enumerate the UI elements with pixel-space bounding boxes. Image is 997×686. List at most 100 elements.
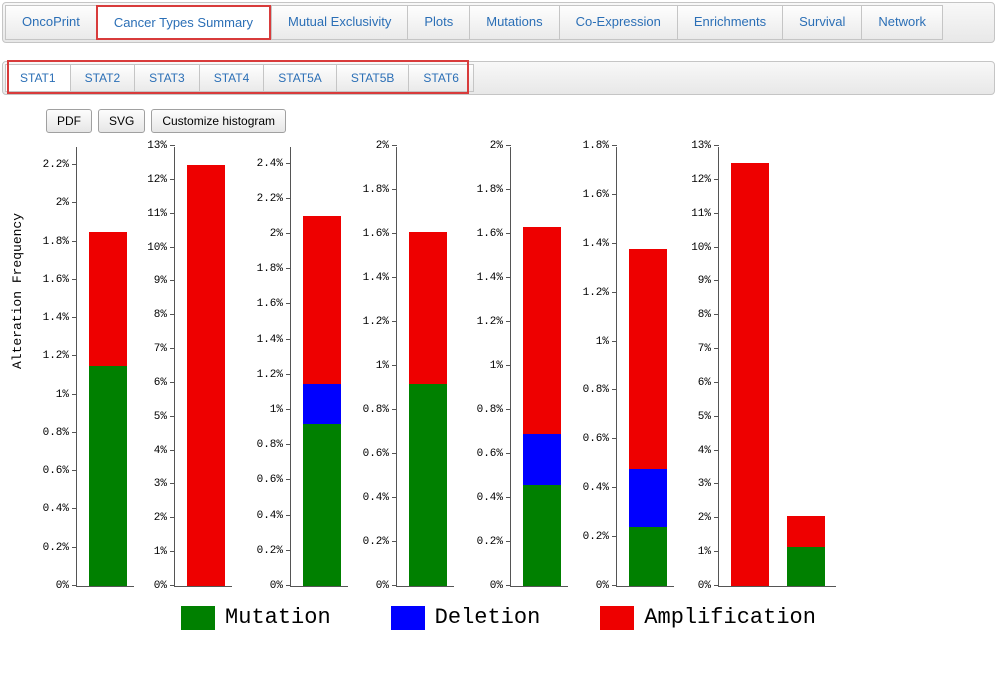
stacked-bar [731, 163, 769, 586]
gene-tab-stat5a[interactable]: STAT5A [263, 64, 336, 92]
top-tab-mutations[interactable]: Mutations [469, 5, 558, 40]
y-tick-label: 4% [698, 445, 711, 457]
gene-tab-stat3[interactable]: STAT3 [134, 64, 199, 92]
export-svg-button[interactable]: SVG [98, 109, 145, 133]
stacked-bar [523, 227, 561, 586]
export-pdf-button[interactable]: PDF [46, 109, 92, 133]
gene-tab-stat4[interactable]: STAT4 [199, 64, 264, 92]
y-tick-label: 0% [698, 580, 711, 592]
customize-histogram-button[interactable]: Customize histogram [151, 109, 286, 133]
y-tick [392, 233, 397, 234]
chart-panel: 0%0.2%0.4%0.6%0.8%1%1.2%1.4%1.6%1.8% [568, 147, 674, 587]
top-tab-network[interactable]: Network [861, 5, 943, 40]
legend-swatch-mutation [181, 606, 215, 630]
y-tick [714, 450, 719, 451]
y-tick [714, 280, 719, 281]
y-tick-label: 0.6% [477, 448, 503, 460]
y-tick [72, 202, 77, 203]
y-tick-label: 1.8% [477, 184, 503, 196]
bar-segment-mutation [303, 424, 341, 586]
y-tick-label: 10% [147, 242, 167, 254]
y-tick-label: 0.4% [43, 503, 69, 515]
top-tab-mutual-exclusivity[interactable]: Mutual Exclusivity [271, 5, 407, 40]
y-tick-label: 1.4% [257, 334, 283, 346]
y-tick-label: 0.2% [257, 545, 283, 557]
bar-segment-amplification [787, 516, 825, 547]
y-tick-label: 3% [698, 478, 711, 490]
top-tab-plots[interactable]: Plots [407, 5, 469, 40]
y-tick [392, 189, 397, 190]
top-tab-bar: OncoPrintCancer Types SummaryMutual Excl… [2, 2, 995, 43]
y-tick-label: 6% [698, 377, 711, 389]
top-tab-co-expression[interactable]: Co-Expression [559, 5, 677, 40]
y-tick-label: 13% [147, 140, 167, 152]
bar-segment-mutation [787, 547, 825, 586]
y-tick-label: 1% [490, 360, 503, 372]
y-tick-label: 0.2% [363, 536, 389, 548]
bar-segment-amplification [731, 163, 769, 586]
y-tick [506, 321, 511, 322]
stacked-bar [303, 216, 341, 586]
y-tick-label: 1.6% [43, 274, 69, 286]
y-tick [392, 541, 397, 542]
y-tick [286, 163, 291, 164]
y-tick [506, 189, 511, 190]
plot-area: 0%0.2%0.4%0.6%0.8%1%1.2%1.4%1.6%1.8%2%2.… [76, 147, 134, 587]
chart-panel: 0%0.2%0.4%0.6%0.8%1%1.2%1.4%1.6%1.8%2% [454, 147, 568, 587]
top-tab-oncoprint[interactable]: OncoPrint [5, 5, 96, 40]
y-tick [506, 365, 511, 366]
y-tick [392, 497, 397, 498]
y-tick-label: 9% [698, 275, 711, 287]
bar-segment-mutation [629, 527, 667, 586]
y-tick-label: 2% [376, 140, 389, 152]
top-tab-enrichments[interactable]: Enrichments [677, 5, 782, 40]
chart-panel: 0%0.2%0.4%0.6%0.8%1%1.2%1.4%1.6%1.8%2%2.… [28, 147, 134, 587]
y-tick-label: 4% [154, 445, 167, 457]
legend: Mutation Deletion Amplification [0, 605, 997, 630]
y-tick-label: 2.2% [43, 159, 69, 171]
y-tick-label: 7% [154, 343, 167, 355]
y-tick [506, 497, 511, 498]
y-tick [72, 508, 77, 509]
y-tick-label: 1.4% [363, 272, 389, 284]
y-tick-label: 1.2% [43, 350, 69, 362]
y-tick [170, 213, 175, 214]
y-tick-label: 1% [270, 404, 283, 416]
y-tick [506, 453, 511, 454]
y-tick-label: 1% [56, 389, 69, 401]
gene-tab-stat2[interactable]: STAT2 [70, 64, 135, 92]
y-tick [506, 277, 511, 278]
bar-segment-mutation [409, 384, 447, 586]
y-tick-label: 0.6% [43, 465, 69, 477]
y-tick [72, 585, 77, 586]
y-tick [170, 450, 175, 451]
legend-swatch-amplification [600, 606, 634, 630]
top-tab-cancer-types-summary[interactable]: Cancer Types Summary [96, 5, 271, 40]
y-tick [170, 314, 175, 315]
top-tab-survival[interactable]: Survival [782, 5, 861, 40]
y-tick [392, 409, 397, 410]
y-tick-label: 5% [154, 411, 167, 423]
y-tick-label: 1.6% [477, 228, 503, 240]
y-tick-label: 1.4% [43, 312, 69, 324]
bar-segment-deletion [629, 469, 667, 528]
y-tick-label: 11% [147, 208, 167, 220]
y-tick-label: 0% [596, 580, 609, 592]
y-tick-label: 1.6% [257, 298, 283, 310]
y-tick [714, 314, 719, 315]
y-tick [612, 292, 617, 293]
y-tick [506, 233, 511, 234]
y-tick-label: 1.8% [257, 263, 283, 275]
y-tick [286, 233, 291, 234]
y-tick-label: 2.2% [257, 193, 283, 205]
y-tick-label: 0.8% [477, 404, 503, 416]
gene-tab-stat6[interactable]: STAT6 [408, 64, 474, 92]
gene-tab-stat5b[interactable]: STAT5B [336, 64, 409, 92]
y-tick [506, 409, 511, 410]
chart-panel: 0%0.2%0.4%0.6%0.8%1%1.2%1.4%1.6%1.8%2%2.… [232, 147, 348, 587]
y-tick-label: 1.8% [43, 236, 69, 248]
charts-row: Alteration Frequency 0%0.2%0.4%0.6%0.8%1… [28, 139, 997, 599]
y-tick-label: 8% [154, 309, 167, 321]
y-tick-label: 1.6% [583, 189, 609, 201]
gene-tab-stat1[interactable]: STAT1 [5, 64, 70, 92]
